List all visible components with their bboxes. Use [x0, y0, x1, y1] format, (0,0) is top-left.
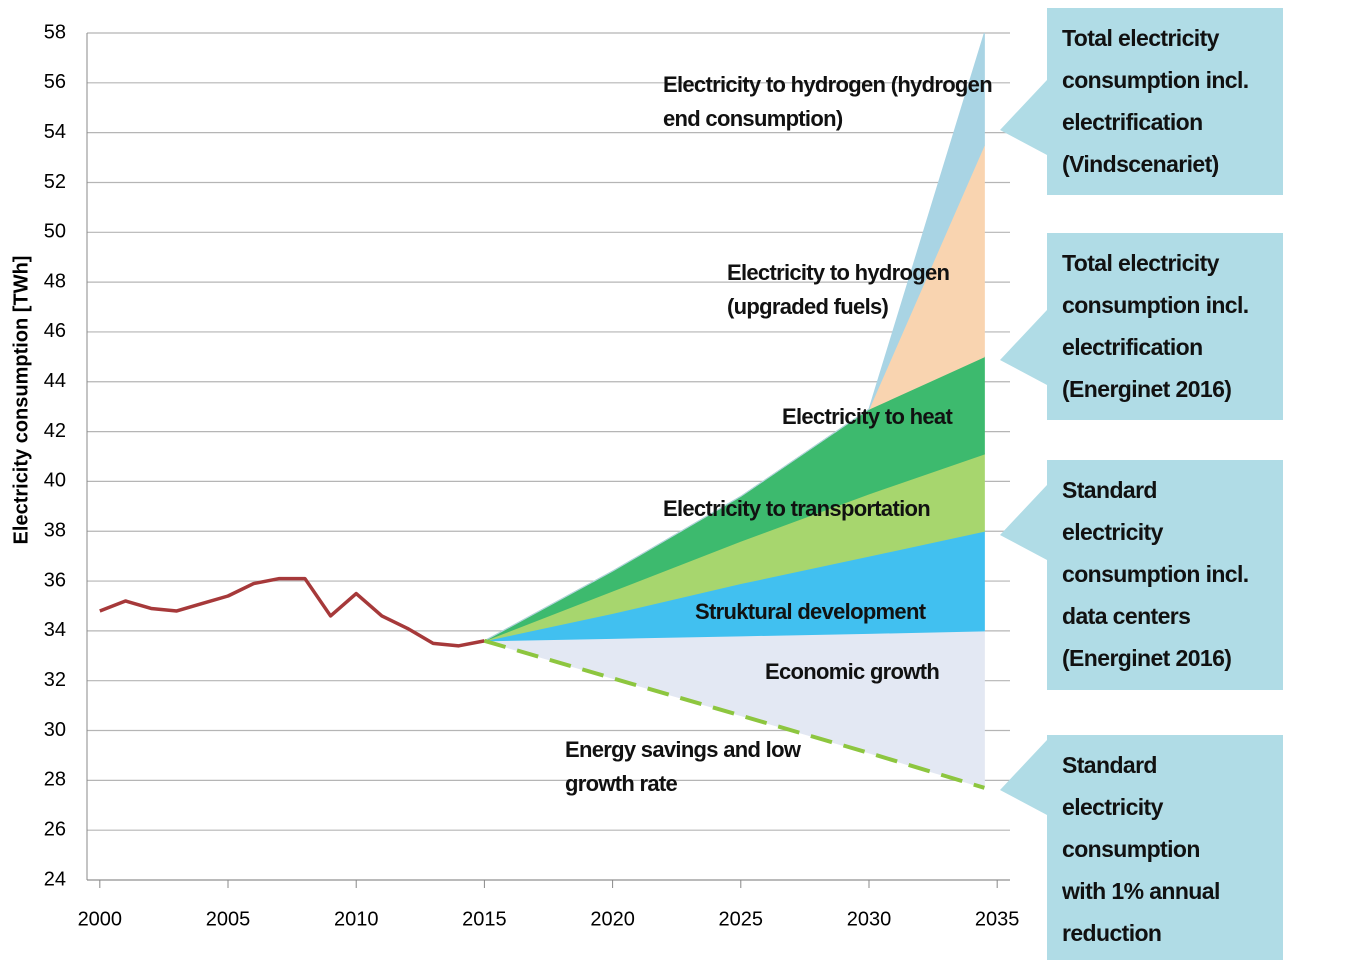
- callout-text: reduction: [1062, 920, 1161, 946]
- x-tick-label: 2035: [975, 908, 1020, 930]
- callout-text: data centers: [1062, 603, 1190, 629]
- y-axis-label: Electricity consumption [TWh]: [10, 256, 32, 545]
- area-label: Electricity to transportation: [663, 496, 931, 521]
- y-tick-label: 52: [44, 171, 66, 193]
- callout-text: Standard: [1062, 752, 1157, 778]
- area: [484, 32, 985, 642]
- area-label: Electricity to hydrogen (upgraded fuels): [727, 260, 950, 319]
- callout-box: [1000, 233, 1283, 420]
- callout-text: consumption incl.: [1062, 67, 1249, 93]
- x-tick-label: 2005: [206, 908, 251, 930]
- x-tick-label: 2020: [590, 908, 635, 930]
- y-tick-label: 36: [44, 569, 66, 591]
- callout-text: consumption incl.: [1062, 292, 1249, 318]
- area-label: Electricity to heat: [782, 404, 953, 429]
- y-tick-label: 32: [44, 669, 66, 691]
- y-tick-label: 58: [44, 21, 66, 43]
- y-tick-label: 24: [44, 868, 66, 890]
- y-tick-label: 26: [44, 818, 66, 840]
- y-tick-label: 46: [44, 320, 66, 342]
- y-tick-label: 28: [44, 769, 66, 791]
- y-tick-label: 30: [44, 719, 66, 741]
- area-label: Energy savings and low growth rate: [565, 737, 801, 796]
- y-tick-label: 34: [44, 619, 66, 641]
- x-tick-label: 2000: [78, 908, 123, 930]
- line: [99, 576, 485, 648]
- callout-box: [1000, 460, 1283, 690]
- callout-box: [1000, 8, 1283, 195]
- x-tick-label: 2030: [847, 908, 892, 930]
- x-tick-label: 2015: [462, 908, 507, 930]
- y-tick-label: 50: [44, 221, 66, 243]
- y-tick-label: 44: [44, 370, 66, 392]
- y-tick-label: 42: [44, 420, 66, 442]
- callout-text: (Energinet 2016): [1062, 376, 1231, 402]
- callout-text: (Vindscenariet): [1062, 151, 1219, 177]
- callout-text: Standard: [1062, 477, 1157, 503]
- y-tick-label: 48: [44, 270, 66, 292]
- callout-text: electricity: [1062, 794, 1164, 820]
- area-label: Economic growth: [765, 659, 940, 684]
- callout-text: electrification: [1062, 334, 1203, 360]
- y-tick-label: 38: [44, 520, 66, 542]
- y-tick-label: 54: [44, 121, 66, 143]
- callout-box: [1000, 735, 1283, 960]
- y-tick-label: 40: [44, 470, 66, 492]
- callout-text: Total electricity: [1062, 25, 1220, 51]
- callout-text: (Energinet 2016): [1062, 645, 1231, 671]
- callout-text: with 1% annual: [1061, 878, 1220, 904]
- callout-text: consumption incl.: [1062, 561, 1249, 587]
- callout-text: Total electricity: [1062, 250, 1220, 276]
- area-label: Struktural development: [695, 599, 926, 624]
- callout-text: electricity: [1062, 519, 1164, 545]
- callout-text: electrification: [1062, 109, 1203, 135]
- x-tick-label: 2025: [719, 908, 764, 930]
- area-label: Electricity to hydrogen (hydrogen end co…: [663, 72, 993, 131]
- grid: [87, 32, 1010, 881]
- y-tick-label: 56: [44, 71, 66, 93]
- x-tick-label: 2010: [334, 908, 379, 930]
- callout-text: consumption: [1062, 836, 1200, 862]
- dashed-line: [483, 638, 985, 790]
